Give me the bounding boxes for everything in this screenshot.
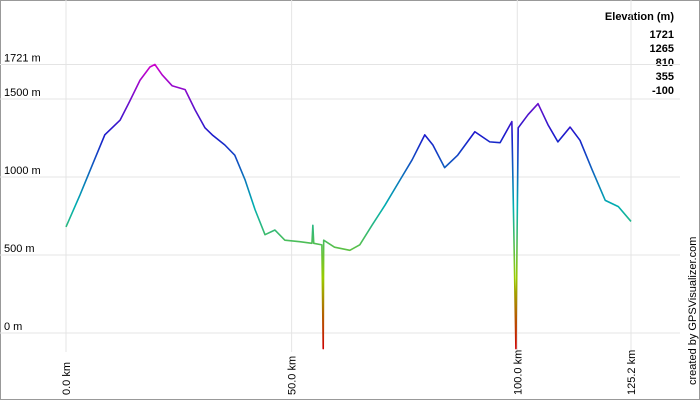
legend-value: 1721 bbox=[650, 29, 674, 41]
x-tick-label: 0.0 km bbox=[61, 362, 73, 395]
y-tick-label: 500 m bbox=[4, 243, 35, 255]
legend-value: 355 bbox=[656, 71, 674, 83]
y-tick-label: 1000 m bbox=[4, 165, 41, 177]
y-tick-label: 1500 m bbox=[4, 87, 41, 99]
legend-value: 1265 bbox=[650, 43, 674, 55]
elevation-line bbox=[65, 63, 632, 350]
legend-value: 810 bbox=[656, 57, 674, 69]
y-tick-label: 1721 m bbox=[4, 52, 41, 64]
x-tick-label: 50.0 km bbox=[287, 356, 299, 395]
credit: created by GPSVisualizer.com bbox=[687, 237, 699, 385]
legend-value: -100 bbox=[652, 85, 674, 97]
y-tick-label: 0 m bbox=[4, 321, 22, 333]
legend-title: Elevation (m) bbox=[605, 11, 674, 23]
x-tick-label: 125.2 km bbox=[626, 350, 638, 395]
x-tick-label: 100.0 km bbox=[512, 350, 524, 395]
